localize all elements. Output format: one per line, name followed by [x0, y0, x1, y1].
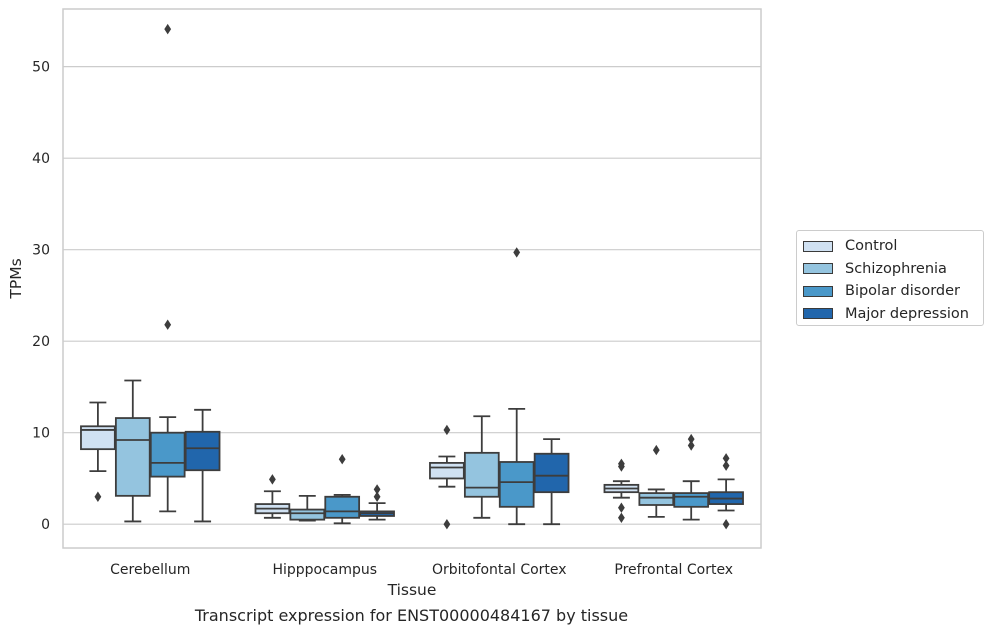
box-iqr [673, 492, 710, 508]
outlier-point [164, 319, 172, 330]
box-bipolar-disorder [498, 247, 535, 526]
y-tick-label: 30 [32, 243, 50, 259]
box-iqr [149, 431, 186, 478]
outlier-point [269, 474, 276, 485]
box-major-depression [184, 408, 221, 523]
box-control [429, 424, 465, 530]
box-iqr [184, 430, 221, 472]
box-iqr [463, 451, 500, 498]
outlier-point [722, 519, 730, 530]
legend-swatch [803, 285, 833, 297]
legend-label: Bipolar disorder [845, 283, 960, 300]
box-iqr [289, 508, 326, 521]
outlier-point [373, 484, 381, 495]
outlier-point [373, 491, 381, 502]
box-bipolar-disorder [149, 23, 186, 513]
y-axis-label: TPMs [7, 258, 25, 299]
y-tick-label: 40 [32, 151, 50, 167]
box-iqr [114, 417, 151, 497]
box-schizophrenia [114, 379, 151, 523]
box-iqr [429, 461, 465, 480]
outlier-point [722, 453, 730, 464]
outlier-point [443, 424, 451, 436]
outlier-point [618, 502, 625, 513]
box-schizophrenia [463, 415, 500, 519]
outlier-point [618, 512, 625, 524]
box-major-depression [708, 453, 744, 530]
y-tick-label: 20 [32, 334, 50, 350]
box-schizophrenia [289, 494, 326, 522]
outlier-point [443, 519, 451, 530]
box-iqr [638, 492, 675, 506]
x-tick-label: Prefrontal Cortex [614, 562, 733, 578]
legend-label: Control [845, 238, 898, 255]
box-iqr [533, 452, 570, 494]
chart-title: Transcript expression for ENST0000048416… [194, 606, 629, 625]
y-tick-label: 50 [32, 60, 50, 76]
box-control [603, 458, 640, 524]
box-iqr [498, 461, 535, 508]
box-major-depression [533, 438, 570, 526]
y-tick-label: 0 [41, 517, 50, 533]
outlier-point [687, 433, 695, 445]
plot-frame [62, 8, 762, 549]
outlier-point [618, 458, 625, 470]
legend-item: Control [803, 235, 983, 258]
legend-item: Bipolar disorder [803, 280, 983, 303]
legend-swatch [803, 263, 833, 275]
outlier-point [338, 454, 346, 465]
x-axis-label: Tissue [387, 581, 437, 599]
outlier-point [722, 460, 730, 471]
legend-label: Major depression [845, 305, 969, 322]
box-control [254, 474, 291, 519]
box-bipolar-disorder [324, 454, 361, 525]
box-major-depression [359, 484, 395, 521]
legend-item: Major depression [803, 303, 983, 326]
legend: Control Schizophrenia Bipolar disorder Majo… [796, 230, 984, 326]
outlier-point [94, 491, 102, 502]
outlier-point [687, 440, 695, 451]
box-iqr [80, 425, 116, 451]
legend-label: Schizophrenia [845, 260, 947, 277]
x-tick-labels: Cerebellum Hipppocampus Orbitofontal Corte… [110, 562, 733, 578]
box-bipolar-disorder [673, 433, 710, 521]
box-iqr [324, 495, 361, 519]
box-schizophrenia [638, 444, 675, 518]
outlier-point [652, 444, 660, 456]
outlier-point [164, 23, 172, 35]
legend-item: Schizophrenia [803, 258, 983, 281]
box-control [80, 401, 116, 502]
legend-swatch [803, 308, 833, 320]
x-tick-label: Hipppocampus [272, 562, 377, 578]
outlier-point [513, 247, 521, 258]
y-tick-labels: 0 10 20 30 40 50 [32, 60, 50, 534]
x-tick-label: Cerebellum [110, 562, 190, 578]
boxes [80, 23, 744, 530]
x-tick-label: Orbitofontal Cortex [432, 562, 567, 578]
legend-swatch [803, 240, 833, 252]
y-tick-label: 10 [32, 426, 50, 442]
